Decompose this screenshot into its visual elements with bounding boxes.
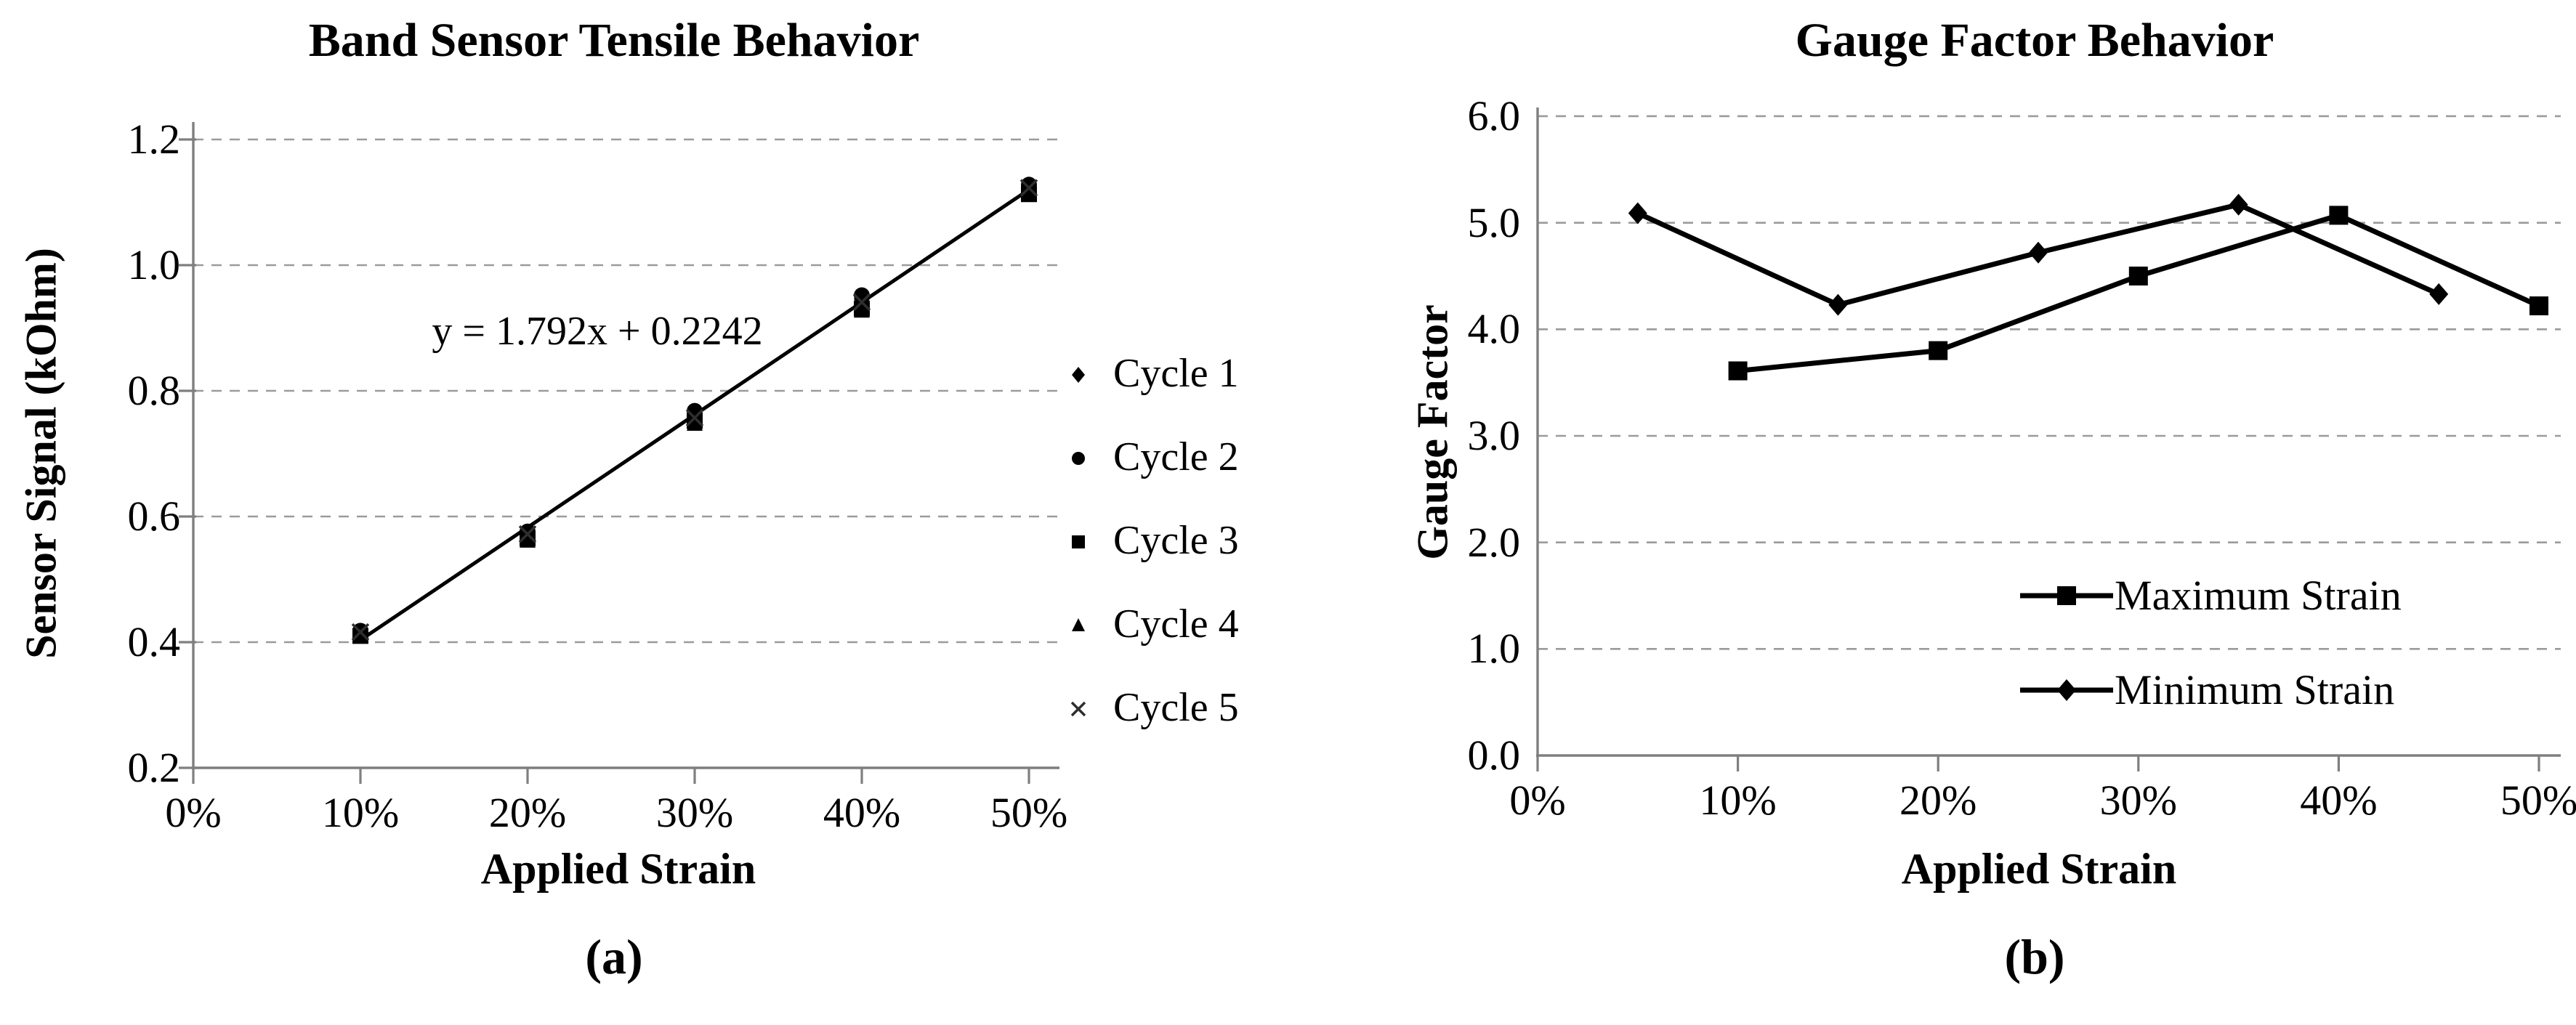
legend-item-cycle-1: Cycle 1 bbox=[1062, 350, 1239, 397]
chart-b-y-tick-label: 4.0 bbox=[1467, 305, 1521, 353]
chart-b-y-tick-label: 6.0 bbox=[1467, 92, 1521, 139]
legend-item-cycle-2: Cycle 2 bbox=[1062, 434, 1239, 480]
legend-marker-shape bbox=[1072, 535, 1085, 548]
chart-b-y-tick-label: 2.0 bbox=[1467, 518, 1521, 566]
chart-a-title: Band Sensor Tensile Behavior bbox=[308, 14, 920, 67]
legend-marker-shape bbox=[1072, 618, 1085, 631]
legend-label: Minimum Strain bbox=[2115, 666, 2395, 713]
chart-a-y-tick-label: 0.6 bbox=[127, 493, 181, 540]
cycle-1-marker-icon bbox=[1072, 367, 1085, 383]
data-point-cycle-5 bbox=[1020, 179, 1038, 197]
data-point-cycle-4 bbox=[520, 531, 536, 548]
legend-label: Cycle 5 bbox=[1113, 685, 1239, 730]
legend-label: Cycle 1 bbox=[1113, 351, 1239, 396]
chart-b-x-tick-label: 0% bbox=[1509, 777, 1566, 824]
data-point-maximum-strain bbox=[2128, 266, 2148, 285]
data-point-maximum-strain bbox=[1929, 341, 1948, 360]
chart-b-x-tick-label: 30% bbox=[2099, 777, 2177, 824]
data-point-minimum-strain bbox=[1628, 202, 1647, 224]
data-point-cycle-4 bbox=[854, 301, 870, 318]
data-point-cycle-5 bbox=[518, 524, 537, 543]
legend-label: Cycle 2 bbox=[1113, 434, 1239, 479]
legend-label: Cycle 4 bbox=[1113, 601, 1239, 647]
data-point-cycle-4 bbox=[1021, 182, 1037, 199]
chart-a-y-tick-label: 0.2 bbox=[127, 744, 181, 791]
chart-b-y-tick-label: 0.0 bbox=[1467, 732, 1521, 779]
chart-a-x-tick-label: 50% bbox=[990, 789, 1068, 836]
chart-b-x-tick-label: 50% bbox=[2500, 777, 2576, 824]
data-point-minimum-strain bbox=[2029, 241, 2048, 264]
data-point-cycle-5 bbox=[685, 408, 704, 427]
data-point-cycle-5 bbox=[351, 623, 370, 641]
legend-item-cycle-5: Cycle 5 bbox=[1062, 684, 1239, 731]
chart-a-x-tick-label: 20% bbox=[488, 789, 567, 836]
chart-a-y-tick-label: 1.0 bbox=[127, 241, 181, 288]
legend-item-cycle-3: Cycle 3 bbox=[1062, 517, 1239, 564]
data-point-maximum-strain bbox=[1728, 361, 1748, 381]
cycle-3-marker-icon bbox=[1072, 535, 1085, 548]
legend-marker-shape bbox=[1070, 701, 1086, 717]
cycle-2-marker-icon bbox=[1072, 452, 1085, 465]
minimum-strain-key-icon bbox=[2020, 678, 2113, 701]
legend-item-maximum-strain: Maximum Strain bbox=[2020, 571, 2402, 620]
chart-b-x-tick-label: 40% bbox=[2300, 777, 2378, 824]
chart-b-x-tick-label: 10% bbox=[1699, 777, 1777, 824]
chart-a-x-tick-label: 30% bbox=[655, 789, 734, 836]
data-point-cycle-5 bbox=[852, 293, 871, 312]
legend-item-cycle-4: Cycle 4 bbox=[1062, 601, 1239, 647]
data-point-minimum-strain bbox=[1828, 293, 1848, 316]
chart-a-x-tick-label: 0% bbox=[165, 789, 222, 836]
legend-marker-shape bbox=[2057, 678, 2076, 701]
chart-a-x-axis-label: Applied Strain bbox=[480, 845, 756, 893]
legend-label: Cycle 3 bbox=[1113, 518, 1239, 563]
maximum-strain-key-icon bbox=[2020, 586, 2113, 605]
chart-b-x-axis-label: Applied Strain bbox=[1901, 845, 2177, 893]
cycle-4-marker-icon bbox=[1072, 618, 1085, 631]
series-line-maximum-strain bbox=[1737, 212, 2540, 374]
chart-b-x-tick-label: 20% bbox=[1899, 777, 1977, 824]
legend-label: Maximum Strain bbox=[2115, 572, 2402, 619]
chart-a-y-tick-label: 0.8 bbox=[127, 367, 181, 414]
legend-item-minimum-strain: Minimum Strain bbox=[2020, 665, 2394, 714]
chart-a-x-tick-label: 40% bbox=[823, 789, 901, 836]
chart-a-y-axis-label: Sensor Signal (kOhm) bbox=[17, 248, 65, 659]
data-point-maximum-strain bbox=[2529, 296, 2548, 316]
chart-b-y-tick-label: 5.0 bbox=[1467, 198, 1521, 246]
legend-marker-shape bbox=[2057, 586, 2076, 605]
chart-a-caption: (a) bbox=[585, 929, 643, 984]
cycle-5-marker-icon bbox=[1070, 701, 1086, 717]
chart-a-trendline-equation: y = 1.792x + 0.2242 bbox=[432, 309, 763, 354]
chart-b-title: Gauge Factor Behavior bbox=[1795, 14, 2274, 67]
chart-b-caption: (b) bbox=[2004, 929, 2065, 984]
legend-marker-shape bbox=[1072, 452, 1085, 465]
legend-marker-shape bbox=[1072, 367, 1085, 383]
data-point-minimum-strain bbox=[2229, 193, 2248, 216]
chart-b-y-tick-label: 3.0 bbox=[1467, 411, 1521, 459]
chart-b-y-tick-label: 1.0 bbox=[1467, 625, 1521, 673]
chart-a-y-tick-label: 0.4 bbox=[127, 618, 181, 665]
chart-a-y-tick-label: 1.2 bbox=[127, 116, 181, 163]
chart-a-x-tick-label: 10% bbox=[321, 789, 400, 836]
data-point-cycle-4 bbox=[687, 414, 703, 431]
data-point-maximum-strain bbox=[2329, 206, 2349, 225]
data-point-minimum-strain bbox=[2429, 283, 2449, 305]
